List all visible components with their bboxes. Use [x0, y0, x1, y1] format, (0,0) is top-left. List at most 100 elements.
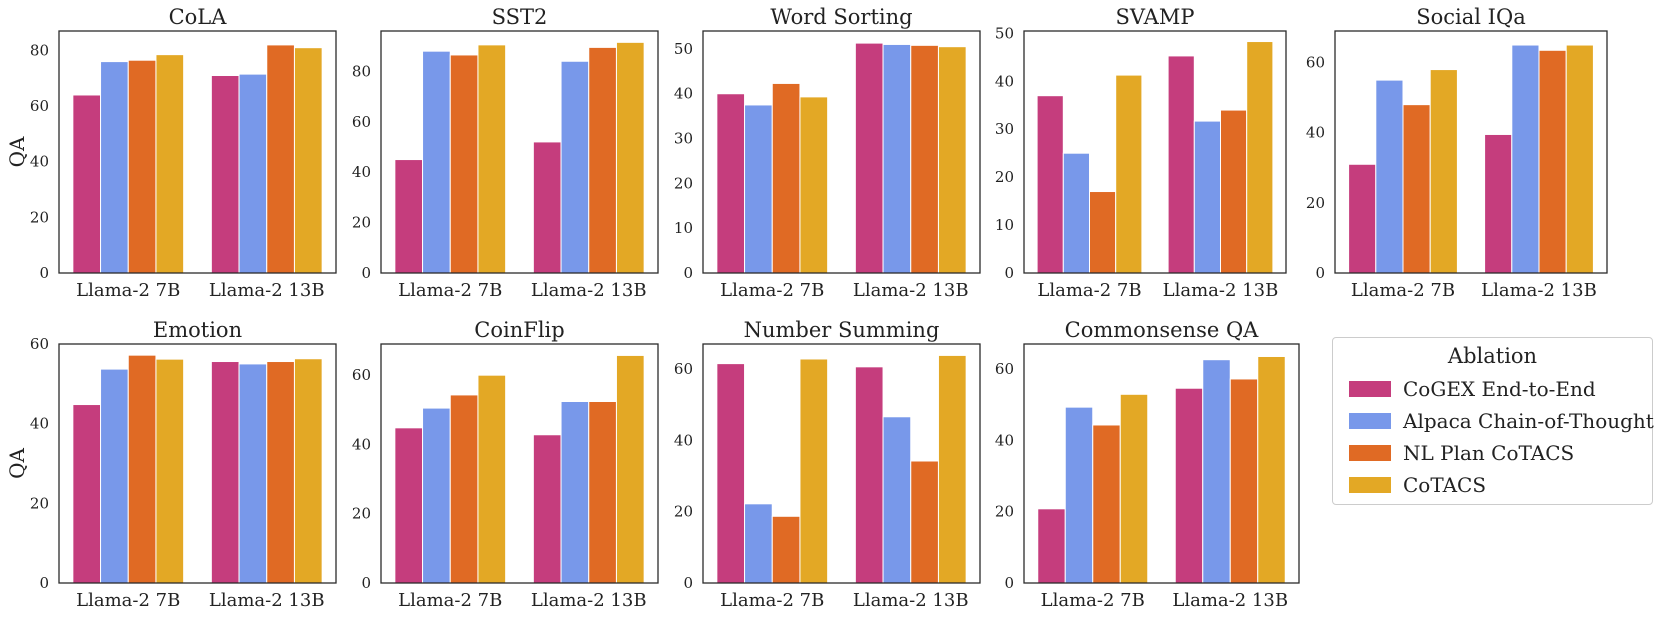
cola-xtick-label-llama-2-13b: Llama-2 13B	[209, 280, 325, 301]
legend: Ablation CoGEX End-to-End Alpaca Chain-o…	[1332, 337, 1654, 505]
word-sorting-ytick-label-0: 0	[683, 264, 693, 282]
svamp-axes-frame	[1023, 30, 1287, 274]
social-iqa-bar-cotacs-llama-2-7b	[1429, 69, 1458, 274]
emotion-xtick-label-llama-2-13b: Llama-2 13B	[209, 590, 325, 611]
word-sorting-title: Word Sorting	[770, 5, 912, 29]
sst2-bar-nl-plan-cotacs-llama-2-7b	[449, 54, 479, 274]
number-summing-ytick-label-0: 0	[683, 574, 693, 592]
coinflip-bar-nl-plan-cotacs-llama-2-7b	[449, 394, 479, 584]
legend-label-cogex: CoGEX End-to-End	[1403, 377, 1596, 401]
commonsense-qa-ytick-label-60: 60	[995, 360, 1014, 378]
social-iqa-xtick-label-llama-2-13b: Llama-2 13B	[1481, 280, 1597, 301]
social-iqa-ytick-label-20: 20	[1306, 194, 1325, 212]
emotion-bar-alpaca-chain-of-thought-llama-2-13b	[238, 363, 268, 584]
word-sorting-bar-cogex-end-to-end-llama-2-13b	[854, 42, 884, 274]
sst2-ytick-label-60: 60	[352, 113, 371, 131]
emotion-xtick-label-llama-2-7b: Llama-2 7B	[76, 590, 180, 611]
svamp-ytick-label-40: 40	[995, 72, 1014, 90]
number-summing-axes-frame	[702, 343, 981, 584]
social-iqa-bar-alpaca-chain-of-thought-llama-2-7b	[1375, 79, 1404, 274]
word-sorting-ytick-label-30: 30	[674, 130, 693, 148]
cola-bar-alpaca-chain-of-thought-llama-2-13b	[238, 73, 268, 274]
word-sorting-bar-alpaca-chain-of-thought-llama-2-13b	[882, 43, 912, 274]
legend-item-cogex: CoGEX End-to-End	[1349, 376, 1596, 402]
commonsense-qa-bar-nl-plan-cotacs-llama-2-7b	[1092, 424, 1121, 584]
word-sorting-bar-cotacs-llama-2-13b	[937, 46, 967, 274]
svamp-title: SVAMP	[1116, 5, 1195, 29]
cola-xtick-label-llama-2-7b: Llama-2 7B	[76, 280, 180, 301]
number-summing-bar-cotacs-llama-2-7b	[799, 358, 829, 584]
number-summing-bar-nl-plan-cotacs-llama-2-13b	[910, 460, 939, 584]
svamp-ytick-label-10: 10	[995, 216, 1014, 234]
social-iqa-title: Social IQa	[1416, 5, 1525, 29]
sst2-bar-alpaca-chain-of-thought-llama-2-7b	[422, 50, 451, 274]
word-sorting-bar-nl-plan-cotacs-llama-2-13b	[910, 44, 939, 274]
word-sorting-xtick-label-llama-2-13b: Llama-2 13B	[853, 280, 969, 301]
commonsense-qa-axes-frame	[1023, 343, 1300, 584]
legend-swatch-nlplan	[1349, 445, 1391, 461]
commonsense-qa-bar-alpaca-chain-of-thought-llama-2-13b	[1202, 359, 1231, 584]
cola-bar-alpaca-chain-of-thought-llama-2-7b	[100, 61, 129, 274]
word-sorting-xtick-label-llama-2-7b: Llama-2 7B	[720, 280, 824, 301]
sst2-bar-cogex-end-to-end-llama-2-7b	[394, 159, 424, 274]
social-iqa-ytick-label-0: 0	[1315, 264, 1325, 282]
number-summing-bar-cotacs-llama-2-13b	[937, 354, 967, 584]
number-summing-bar-nl-plan-cotacs-llama-2-7b	[771, 515, 801, 584]
number-summing-ytick-label-20: 20	[674, 503, 693, 521]
emotion-bar-nl-plan-cotacs-llama-2-13b	[266, 361, 295, 584]
emotion-ytick-label-60: 60	[30, 335, 49, 353]
sst2-bar-cotacs-llama-2-13b	[615, 41, 645, 274]
number-summing-ytick-label-40: 40	[674, 431, 693, 449]
commonsense-qa-bar-cogex-end-to-end-llama-2-13b	[1174, 387, 1204, 584]
number-summing-title: Number Summing	[744, 318, 940, 342]
coinflip-bar-cotacs-llama-2-13b	[615, 354, 645, 584]
emotion-ytick-label-40: 40	[30, 415, 49, 433]
svamp-ytick-label-0: 0	[1004, 264, 1014, 282]
legend-swatch-alpaca	[1349, 413, 1391, 429]
social-iqa-xtick-label-llama-2-7b: Llama-2 7B	[1351, 280, 1455, 301]
word-sorting-ytick-label-10: 10	[674, 219, 693, 237]
cola-ylabel: QA	[5, 136, 29, 167]
emotion-ytick-label-0: 0	[39, 574, 49, 592]
commonsense-qa-title: Commonsense QA	[1065, 318, 1260, 342]
cola-bar-nl-plan-cotacs-llama-2-13b	[266, 44, 295, 274]
emotion-bar-nl-plan-cotacs-llama-2-7b	[127, 354, 157, 584]
commonsense-qa-bar-nl-plan-cotacs-llama-2-13b	[1229, 378, 1259, 584]
sst2-xtick-label-llama-2-7b: Llama-2 7B	[398, 280, 502, 301]
commonsense-qa-bar-cogex-end-to-end-llama-2-7b	[1037, 508, 1066, 584]
cola-ytick-label-80: 80	[30, 41, 49, 59]
word-sorting-bar-nl-plan-cotacs-llama-2-7b	[771, 82, 801, 274]
coinflip-xtick-label-llama-2-13b: Llama-2 13B	[531, 590, 647, 611]
emotion-bar-cotacs-llama-2-7b	[155, 358, 185, 584]
number-summing-bar-alpaca-chain-of-thought-llama-2-7b	[744, 503, 773, 584]
social-iqa-bar-cogex-end-to-end-llama-2-13b	[1484, 133, 1513, 274]
svamp-bar-nl-plan-cotacs-llama-2-13b	[1220, 109, 1248, 274]
coinflip-ytick-label-40: 40	[352, 435, 371, 453]
commonsense-qa-bar-alpaca-chain-of-thought-llama-2-7b	[1064, 406, 1094, 584]
commonsense-qa-ytick-label-40: 40	[995, 431, 1014, 449]
commonsense-qa-bar-cotacs-llama-2-13b	[1257, 355, 1286, 584]
sst2-ytick-label-80: 80	[352, 62, 371, 80]
number-summing-bar-cogex-end-to-end-llama-2-7b	[716, 363, 746, 584]
cola-title: CoLA	[169, 5, 228, 29]
sst2-bar-nl-plan-cotacs-llama-2-13b	[588, 46, 617, 274]
legend-swatch-cotacs	[1349, 477, 1391, 493]
number-summing-xtick-label-llama-2-13b: Llama-2 13B	[853, 590, 969, 611]
commonsense-qa-ytick-label-20: 20	[995, 503, 1014, 521]
emotion-bar-cotacs-llama-2-13b	[293, 358, 323, 584]
emotion-bar-cogex-end-to-end-llama-2-13b	[210, 361, 240, 584]
svamp-bar-nl-plan-cotacs-llama-2-7b	[1089, 191, 1117, 274]
svamp-bar-alpaca-chain-of-thought-llama-2-13b	[1193, 120, 1222, 274]
word-sorting-ytick-label-20: 20	[674, 174, 693, 192]
word-sorting-ytick-label-40: 40	[674, 85, 693, 103]
legend-label-cotacs: CoTACS	[1403, 473, 1487, 497]
coinflip-ytick-label-0: 0	[361, 574, 371, 592]
commonsense-qa-xtick-label-llama-2-13b: Llama-2 13B	[1172, 590, 1288, 611]
legend-label-alpaca: Alpaca Chain-of-Thought	[1403, 409, 1654, 433]
word-sorting-bar-cotacs-llama-2-7b	[799, 96, 829, 274]
coinflip-bar-alpaca-chain-of-thought-llama-2-13b	[560, 400, 590, 584]
svamp-bar-cogex-end-to-end-llama-2-13b	[1167, 55, 1195, 274]
emotion-bar-cogex-end-to-end-llama-2-7b	[72, 404, 102, 584]
sst2-bar-cogex-end-to-end-llama-2-13b	[532, 141, 562, 274]
